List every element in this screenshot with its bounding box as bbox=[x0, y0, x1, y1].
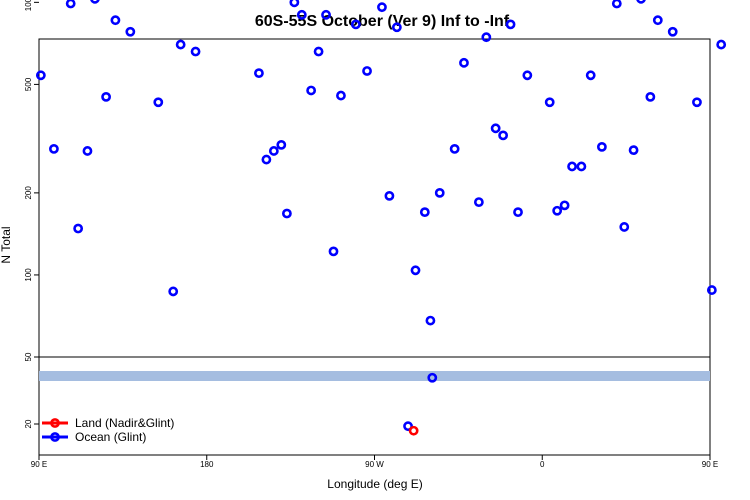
ocean-point bbox=[321, 9, 331, 20]
y-tick-label: 200 bbox=[24, 186, 33, 200]
legend-ocean-marker bbox=[50, 432, 60, 442]
ocean-point bbox=[481, 32, 492, 43]
y-tick-label: 500 bbox=[24, 77, 33, 91]
ocean-point bbox=[505, 19, 516, 30]
ocean-point bbox=[434, 187, 445, 198]
ocean-point bbox=[645, 91, 656, 102]
x-axis-label: Longitude (deg E) bbox=[327, 477, 422, 491]
y-tick-label: 100 bbox=[24, 268, 33, 282]
ocean-point bbox=[306, 85, 317, 96]
ocean-point bbox=[427, 372, 438, 383]
y-axis-label: N Total bbox=[0, 226, 13, 263]
ocean-point bbox=[611, 0, 622, 9]
ocean-point bbox=[296, 9, 307, 20]
ocean-point bbox=[419, 207, 430, 218]
ocean-point bbox=[636, 0, 646, 4]
ocean-point bbox=[619, 222, 630, 232]
ocean-point bbox=[544, 97, 555, 108]
legend: Land (Nadir&Glint) Ocean (Glint) bbox=[42, 416, 174, 444]
ocean-point bbox=[336, 90, 346, 101]
x-tick-label: 90 W bbox=[365, 460, 384, 469]
ocean-point bbox=[313, 46, 324, 57]
x-tick-label: 90 E bbox=[702, 460, 718, 469]
ocean-point bbox=[289, 0, 300, 8]
ocean-point bbox=[384, 190, 395, 201]
ocean-point bbox=[268, 146, 279, 156]
band bbox=[39, 371, 710, 381]
legend-land-marker bbox=[50, 418, 60, 428]
ocean-point bbox=[513, 207, 523, 218]
ocean-point bbox=[391, 22, 402, 33]
ocean-point bbox=[706, 285, 717, 295]
ocean-point bbox=[101, 91, 111, 102]
ocean-point bbox=[425, 315, 436, 326]
ocean-point bbox=[168, 286, 179, 297]
ocean-point bbox=[153, 97, 164, 108]
x-tick-label: 90 E bbox=[31, 460, 47, 469]
ocean-point bbox=[449, 143, 460, 154]
ocean-point bbox=[110, 15, 121, 26]
ocean-point bbox=[328, 246, 339, 257]
ocean-point bbox=[576, 161, 587, 172]
ocean-point bbox=[175, 39, 186, 50]
ocean-point bbox=[567, 161, 577, 172]
ocean-point bbox=[552, 205, 563, 216]
ocean-point bbox=[716, 39, 727, 50]
y-tick-label: 1000 bbox=[24, 0, 33, 11]
ocean-point bbox=[596, 141, 607, 152]
ocean-point bbox=[362, 66, 372, 76]
ocean-point bbox=[65, 0, 76, 9]
ocean-point bbox=[667, 26, 678, 37]
ocean-point bbox=[49, 143, 59, 154]
ocean-point bbox=[498, 130, 509, 141]
ocean-point bbox=[628, 145, 639, 156]
land-point bbox=[408, 425, 419, 436]
ocean-point bbox=[254, 68, 264, 79]
ocean-point bbox=[73, 223, 84, 234]
ocean-point bbox=[276, 139, 287, 150]
ocean-point bbox=[692, 97, 702, 108]
ocean-point bbox=[350, 19, 361, 30]
ocean-point bbox=[652, 15, 663, 26]
ocean-point bbox=[410, 265, 421, 276]
x-tick-label: 180 bbox=[200, 460, 214, 469]
legend-land-label: Land (Nadir&Glint) bbox=[75, 416, 174, 430]
ocean-point bbox=[125, 26, 136, 37]
ocean-point bbox=[377, 2, 387, 13]
ocean-point bbox=[559, 200, 570, 211]
ocean-point bbox=[473, 197, 484, 208]
ocean-point bbox=[261, 154, 272, 165]
y-tick-label: 20 bbox=[24, 419, 33, 428]
ocean-point bbox=[281, 208, 292, 219]
ocean-point bbox=[82, 146, 93, 156]
ocean-point bbox=[90, 0, 100, 4]
ocean-point bbox=[490, 123, 501, 134]
y-tick-label: 50 bbox=[24, 352, 33, 361]
legend-ocean-label: Ocean (Glint) bbox=[75, 430, 146, 444]
ocean-point bbox=[522, 70, 533, 81]
ocean-point bbox=[35, 70, 46, 81]
ocean-point bbox=[403, 421, 413, 432]
ocean-point bbox=[190, 46, 201, 57]
chart-title: 60S-55S October (Ver 9) Inf to -Inf bbox=[255, 13, 510, 30]
ocean-point bbox=[459, 57, 469, 68]
x-tick-label: 0 bbox=[540, 460, 545, 469]
ocean-point bbox=[585, 70, 596, 81]
